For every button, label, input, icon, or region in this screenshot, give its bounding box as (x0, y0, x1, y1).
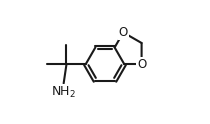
Text: O: O (119, 26, 128, 39)
Text: O: O (137, 58, 146, 71)
Text: NH$_2$: NH$_2$ (51, 85, 76, 100)
